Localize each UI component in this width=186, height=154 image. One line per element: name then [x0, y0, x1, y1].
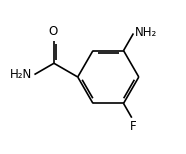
Text: F: F [130, 120, 136, 134]
Text: NH₂: NH₂ [135, 26, 158, 39]
Text: O: O [49, 25, 58, 38]
Text: H₂N: H₂N [10, 68, 32, 81]
